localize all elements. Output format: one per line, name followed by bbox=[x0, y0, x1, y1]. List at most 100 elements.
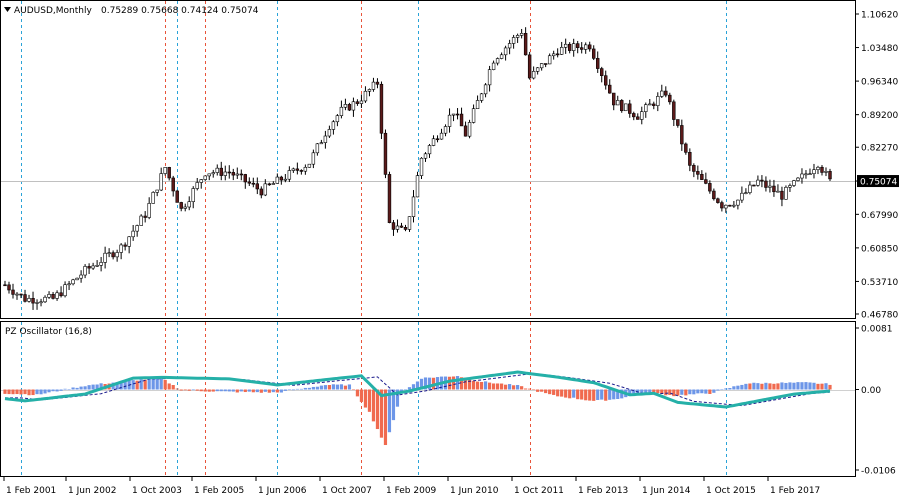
histogram-bar bbox=[375, 389, 380, 430]
histogram-bar bbox=[556, 389, 560, 397]
candle bbox=[748, 181, 752, 195]
candle bbox=[768, 179, 772, 193]
candle bbox=[780, 186, 784, 207]
candle bbox=[684, 142, 688, 155]
oscillator-label: 0.00 bbox=[861, 386, 881, 396]
candle bbox=[43, 295, 47, 303]
histogram-bar bbox=[656, 389, 660, 394]
histogram-bar bbox=[367, 389, 372, 412]
candle bbox=[479, 92, 484, 103]
oscillator-label: -0.0106 bbox=[861, 467, 896, 477]
candle bbox=[319, 139, 324, 145]
candle bbox=[419, 157, 424, 180]
time-label: 1 Feb 2017 bbox=[770, 486, 820, 496]
candle bbox=[579, 42, 584, 54]
histogram-bar bbox=[475, 381, 480, 390]
histogram-bar bbox=[159, 377, 163, 390]
histogram-bar bbox=[455, 376, 460, 390]
histogram-bar bbox=[311, 386, 315, 390]
histogram-bar bbox=[231, 389, 235, 392]
candle bbox=[235, 167, 239, 179]
histogram-bar bbox=[800, 382, 804, 390]
histogram-bar bbox=[187, 389, 191, 391]
candle bbox=[551, 50, 556, 60]
histogram-bar bbox=[331, 384, 335, 390]
candle bbox=[704, 172, 708, 185]
candlestick-series bbox=[3, 27, 832, 310]
histogram-bar bbox=[648, 389, 652, 394]
histogram-bar bbox=[155, 377, 159, 390]
histogram-bar bbox=[219, 389, 223, 392]
oscillator-axis[interactable]: 0.0081 0.00 -0.0106 bbox=[855, 325, 896, 477]
histogram-bar bbox=[604, 389, 608, 401]
candle bbox=[303, 164, 308, 175]
histogram-bar bbox=[327, 384, 331, 390]
dropdown-triangle-icon[interactable] bbox=[4, 7, 11, 12]
oscillator-panel[interactable] bbox=[0, 321, 856, 477]
histogram-bar bbox=[664, 389, 668, 396]
histogram-bar bbox=[676, 389, 680, 396]
candle bbox=[387, 171, 392, 224]
candle bbox=[487, 65, 492, 92]
candle bbox=[107, 248, 111, 258]
histogram-bar bbox=[548, 389, 552, 395]
candle bbox=[632, 111, 636, 121]
histogram-bar bbox=[139, 379, 143, 390]
candle bbox=[499, 52, 504, 60]
histogram-bar bbox=[600, 389, 604, 400]
histogram-bar bbox=[756, 383, 760, 390]
time-axis[interactable]: 1 Feb 2001 1 Jun 2002 1 Oct 2003 1 Feb 2005… bbox=[3, 477, 820, 496]
histogram-bar bbox=[271, 389, 275, 393]
histogram-bar bbox=[35, 389, 39, 395]
price-axis[interactable]: 1.10620 1.03480 0.96340 0.89200 0.82270 0.750… bbox=[855, 11, 899, 321]
price-label: 0.46780 bbox=[861, 311, 898, 321]
price-label: 1.10620 bbox=[861, 11, 898, 21]
candle bbox=[79, 270, 83, 283]
histogram-bar bbox=[239, 389, 243, 392]
histogram-bar bbox=[251, 389, 255, 393]
time-label: 1 Jun 2002 bbox=[68, 486, 116, 496]
histogram-bar bbox=[584, 389, 588, 401]
ohlc-values: 0.75289 0.75668 0.74124 0.75074 bbox=[101, 6, 259, 16]
candle bbox=[507, 39, 512, 55]
histogram-bar bbox=[588, 389, 592, 401]
histogram-bar bbox=[31, 389, 35, 396]
candle bbox=[295, 162, 300, 175]
candle bbox=[83, 264, 87, 279]
histogram-bar bbox=[195, 389, 199, 391]
candle bbox=[135, 224, 139, 237]
candle bbox=[147, 197, 151, 220]
histogram-bar bbox=[147, 378, 151, 390]
candle bbox=[367, 88, 372, 97]
time-label: 1 Oct 2007 bbox=[322, 486, 372, 496]
candle bbox=[764, 176, 768, 192]
candle bbox=[736, 199, 740, 210]
histogram-bar bbox=[660, 389, 664, 394]
histogram-bar bbox=[227, 389, 231, 392]
vertical-marker-lines-main bbox=[21, 1, 727, 318]
histogram-bar bbox=[708, 389, 712, 394]
candle bbox=[323, 130, 328, 149]
candle bbox=[167, 166, 171, 181]
vertical-marker-lines-oscillator bbox=[21, 322, 727, 476]
histogram-bar bbox=[67, 389, 71, 390]
candle bbox=[435, 135, 440, 143]
histogram-bar bbox=[580, 389, 584, 400]
histogram-bar bbox=[672, 389, 676, 397]
candle bbox=[159, 167, 163, 192]
candle bbox=[411, 190, 416, 223]
histogram-bar bbox=[816, 383, 820, 390]
histogram-bar bbox=[275, 389, 279, 393]
histogram-bar bbox=[592, 389, 596, 401]
histogram-bar bbox=[3, 389, 7, 394]
main-chart-panel[interactable] bbox=[0, 0, 856, 319]
histogram-bar bbox=[740, 384, 744, 390]
candle bbox=[571, 38, 576, 57]
candle bbox=[652, 101, 656, 110]
histogram-bar bbox=[824, 383, 828, 390]
candle bbox=[327, 125, 332, 138]
candle bbox=[543, 63, 548, 68]
candle bbox=[363, 86, 368, 103]
histogram-bar bbox=[796, 382, 800, 390]
